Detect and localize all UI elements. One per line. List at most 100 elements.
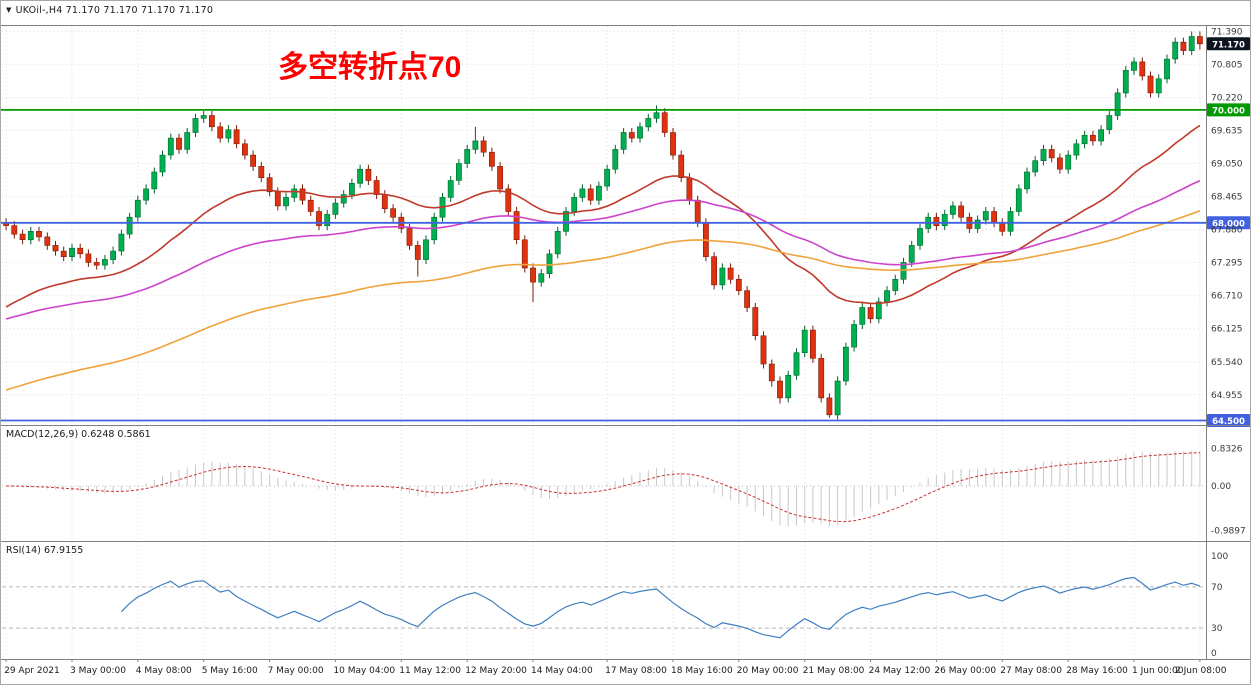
candle-body <box>266 177 273 193</box>
moving-average-line-72 <box>5 179 1201 320</box>
candle-body <box>93 262 100 266</box>
candle-body <box>620 132 627 150</box>
candle-body <box>859 307 866 325</box>
candle-body <box>1098 129 1104 142</box>
x-axis-label: 17 May 08:00 <box>605 666 667 676</box>
macd-bar <box>236 463 238 486</box>
macd-bar <box>845 486 847 522</box>
macd-bar <box>384 486 386 488</box>
candle-body <box>768 363 775 382</box>
chart-annotation-text: 多空转折点70 <box>278 51 462 84</box>
macd-bar <box>162 475 163 486</box>
macd-bar <box>705 486 707 487</box>
candle-body <box>546 253 553 274</box>
candle-body <box>958 205 964 218</box>
price-line-badge <box>1207 414 1250 427</box>
macd-bar <box>409 486 410 494</box>
macd-bar <box>968 469 970 486</box>
macd-bar <box>1059 461 1061 486</box>
macd-bar <box>466 484 468 486</box>
price-line-badge-label: 64.500 <box>1212 417 1245 427</box>
candle-body <box>464 149 471 164</box>
x-axis-label: 21 May 08:00 <box>803 666 865 676</box>
price-line-badge <box>1207 216 1250 230</box>
macd-bar <box>631 475 633 486</box>
candle-body <box>480 140 487 153</box>
candle-body <box>719 267 726 286</box>
candle-body <box>134 199 141 218</box>
candle-body <box>151 171 158 190</box>
candle-body <box>760 335 767 365</box>
candle-body <box>530 267 536 283</box>
candle-body <box>233 129 240 145</box>
macd-axis-label: 0.8326 <box>1211 445 1243 455</box>
macd-bar <box>30 486 32 488</box>
macd-bar <box>1174 451 1176 486</box>
candle-body <box>587 188 594 201</box>
macd-bar <box>738 486 740 504</box>
candle-body <box>423 239 429 260</box>
macd-bar <box>870 486 872 509</box>
candle-body <box>571 197 578 212</box>
x-axis-label: 18 May 16:00 <box>671 666 733 676</box>
macd-bar <box>219 462 221 486</box>
candle-body <box>1106 115 1113 130</box>
macd-bar <box>491 478 493 486</box>
macd-bar <box>746 486 748 508</box>
candle-body <box>917 228 923 246</box>
candle-body <box>52 245 59 252</box>
candles-layer <box>3 31 1203 420</box>
candle-body <box>274 191 281 207</box>
candle-body <box>949 205 956 215</box>
candle-body <box>102 259 108 266</box>
macd-bar <box>664 468 666 486</box>
candle-body <box>497 166 503 190</box>
candle-body <box>735 278 742 291</box>
macd-bar <box>104 486 106 494</box>
macd-bar <box>96 486 98 493</box>
candle-body <box>365 168 372 181</box>
candle-body <box>884 290 890 303</box>
symbol-header: ▼ UKOil-,H4 71.170 71.170 71.170 71.170 <box>6 5 213 16</box>
macd-bar <box>557 486 559 499</box>
moving-average-line-30 <box>5 124 1201 308</box>
x-axis-label: 2 Jun 08:00 <box>1175 666 1227 676</box>
macd-bar <box>474 480 476 486</box>
candle-body <box>933 216 940 226</box>
macd-bar <box>812 486 814 523</box>
macd-bar <box>1001 469 1003 486</box>
candle-body <box>60 250 67 258</box>
macd-bar <box>227 462 229 486</box>
macd-bar <box>623 477 625 486</box>
candle-body <box>595 185 602 201</box>
price-axis-label: 70.805 <box>1211 60 1243 70</box>
candle-body <box>126 216 133 235</box>
candle-body <box>447 180 454 198</box>
macd-bar <box>1100 459 1102 486</box>
macd-bar <box>713 486 715 493</box>
macd-bar <box>903 486 904 492</box>
macd-bar <box>927 478 929 486</box>
candle-body <box>27 231 34 241</box>
macd-bar <box>1018 468 1020 486</box>
macd-bar <box>656 468 657 486</box>
price-axis-label: 64.955 <box>1211 391 1243 401</box>
x-axis-label: 7 May 00:00 <box>268 666 324 676</box>
x-axis-label: 27 May 08:00 <box>1000 666 1062 676</box>
candle-body <box>513 211 520 241</box>
window-collapse-icon[interactable]: ▼ <box>6 6 12 14</box>
macd-bar <box>647 470 649 486</box>
x-axis-label: 28 May 16:00 <box>1066 666 1128 676</box>
macd-bar <box>269 474 271 486</box>
candle-body <box>908 245 915 263</box>
candle-body <box>670 132 676 156</box>
macd-bar <box>960 469 962 486</box>
macd-bar <box>1166 452 1168 486</box>
candle-body <box>727 267 734 280</box>
macd-bar <box>721 486 723 497</box>
macd-bar <box>911 486 913 488</box>
macd-bar <box>1108 458 1110 486</box>
macd-bar <box>1158 453 1160 486</box>
